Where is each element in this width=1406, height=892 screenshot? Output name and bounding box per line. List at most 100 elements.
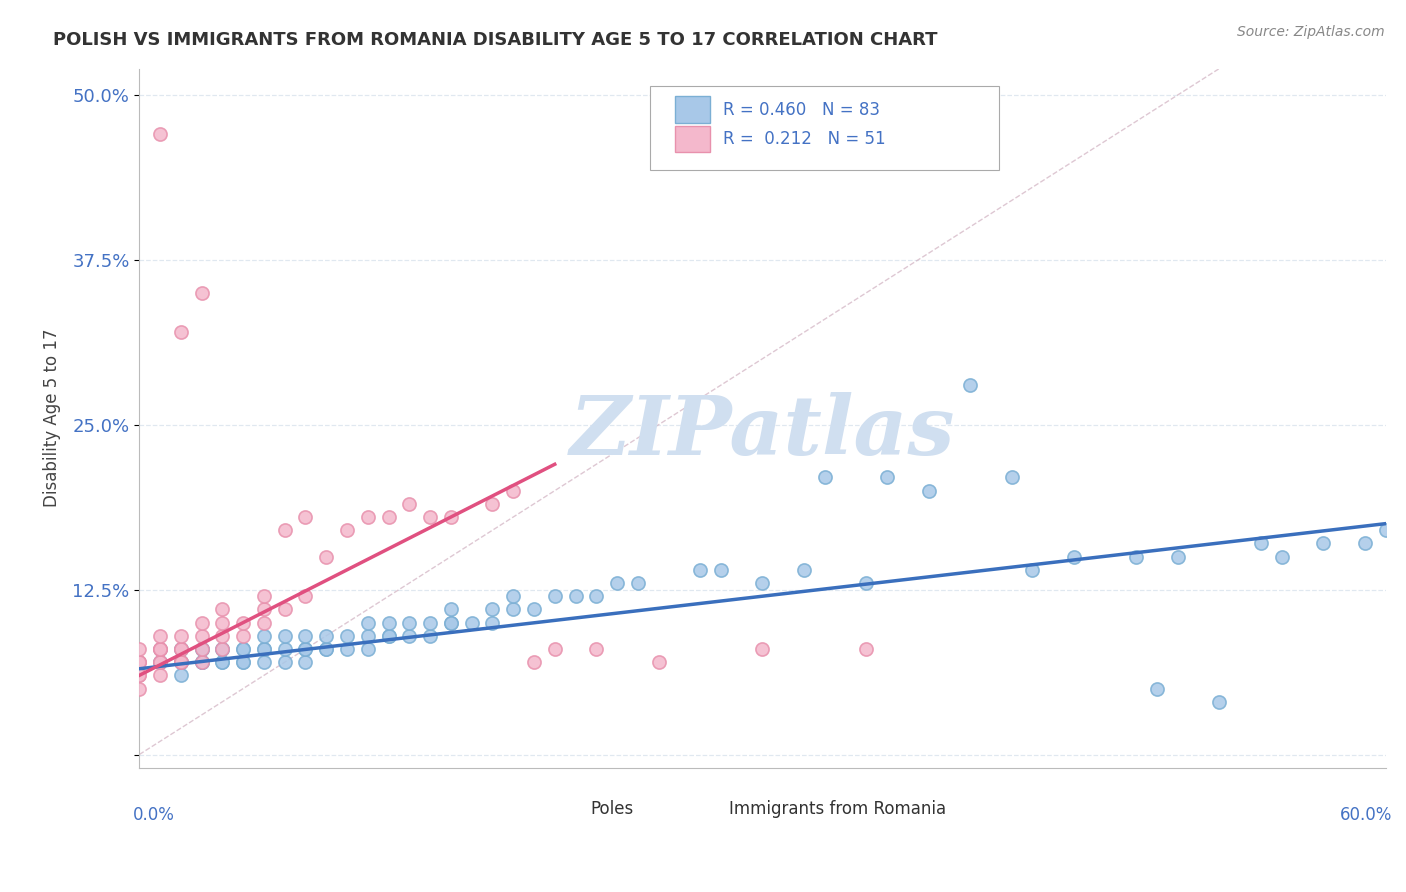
Point (253, 629, 276, 643)
Point (357, 629, 380, 643)
Point (377, 615, 399, 630)
Point (294, 655, 316, 669)
Point (959, 378, 981, 392)
Point (274, 655, 297, 669)
Point (232, 615, 254, 630)
Point (1374, 523, 1396, 537)
Point (855, 642, 877, 657)
Point (232, 629, 254, 643)
Point (149, 642, 172, 657)
Text: R = 0.460   N = 83: R = 0.460 N = 83 (723, 101, 880, 119)
Point (190, 655, 212, 669)
Point (398, 497, 420, 511)
Point (170, 326, 193, 340)
Point (274, 602, 297, 616)
Point (481, 602, 503, 616)
Point (917, 483, 939, 498)
Point (149, 642, 172, 657)
Point (585, 642, 607, 657)
Point (211, 602, 233, 616)
Point (398, 629, 420, 643)
Point (211, 655, 233, 669)
Point (253, 589, 276, 603)
FancyBboxPatch shape (675, 126, 710, 153)
Point (149, 655, 172, 669)
Point (502, 483, 524, 498)
Point (440, 615, 463, 630)
Text: POLISH VS IMMIGRANTS FROM ROMANIA DISABILITY AGE 5 TO 17 CORRELATION CHART: POLISH VS IMMIGRANTS FROM ROMANIA DISABI… (53, 31, 938, 49)
Point (190, 642, 212, 657)
Point (190, 629, 212, 643)
Text: R =  0.212   N = 51: R = 0.212 N = 51 (723, 130, 886, 148)
Point (814, 470, 837, 484)
Point (1001, 470, 1024, 484)
Point (294, 510, 316, 524)
Point (274, 629, 297, 643)
Point (1167, 549, 1189, 564)
Point (149, 655, 172, 669)
Point (232, 655, 254, 669)
Point (419, 510, 441, 524)
Point (190, 655, 212, 669)
Point (149, 128, 172, 142)
Point (190, 615, 212, 630)
Point (170, 655, 193, 669)
Point (190, 642, 212, 657)
Point (793, 563, 815, 577)
Point (315, 549, 337, 564)
Point (357, 510, 380, 524)
Point (377, 510, 399, 524)
Point (627, 576, 650, 591)
Point (128, 681, 150, 696)
Point (1208, 695, 1230, 709)
Point (315, 629, 337, 643)
Point (315, 642, 337, 657)
Point (315, 642, 337, 657)
Point (170, 655, 193, 669)
Point (876, 470, 898, 484)
Point (544, 589, 567, 603)
Point (460, 615, 482, 630)
FancyBboxPatch shape (651, 86, 1000, 169)
Point (149, 655, 172, 669)
Point (170, 668, 193, 682)
Point (523, 602, 546, 616)
Point (481, 497, 503, 511)
Point (232, 642, 254, 657)
Point (564, 589, 586, 603)
Point (128, 655, 150, 669)
Point (274, 642, 297, 657)
Point (855, 576, 877, 591)
Point (647, 655, 669, 669)
Point (170, 642, 193, 657)
Point (190, 655, 212, 669)
Point (440, 602, 463, 616)
Point (294, 629, 316, 643)
Y-axis label: Disability Age 5 to 17: Disability Age 5 to 17 (44, 329, 60, 508)
Point (211, 642, 233, 657)
Point (253, 642, 276, 657)
Point (190, 655, 212, 669)
Point (128, 668, 150, 682)
Point (1146, 681, 1168, 696)
Point (190, 285, 212, 300)
Point (149, 655, 172, 669)
Point (585, 589, 607, 603)
Point (481, 615, 503, 630)
Point (170, 629, 193, 643)
Point (149, 629, 172, 643)
Point (170, 655, 193, 669)
Point (170, 642, 193, 657)
Point (253, 602, 276, 616)
Point (294, 642, 316, 657)
Point (211, 642, 233, 657)
Text: Immigrants from Romania: Immigrants from Romania (728, 800, 946, 818)
Point (398, 615, 420, 630)
Text: Poles: Poles (591, 800, 634, 818)
Point (357, 615, 380, 630)
Point (1250, 536, 1272, 550)
Point (751, 642, 773, 657)
FancyBboxPatch shape (557, 797, 585, 820)
Point (294, 642, 316, 657)
Point (294, 589, 316, 603)
